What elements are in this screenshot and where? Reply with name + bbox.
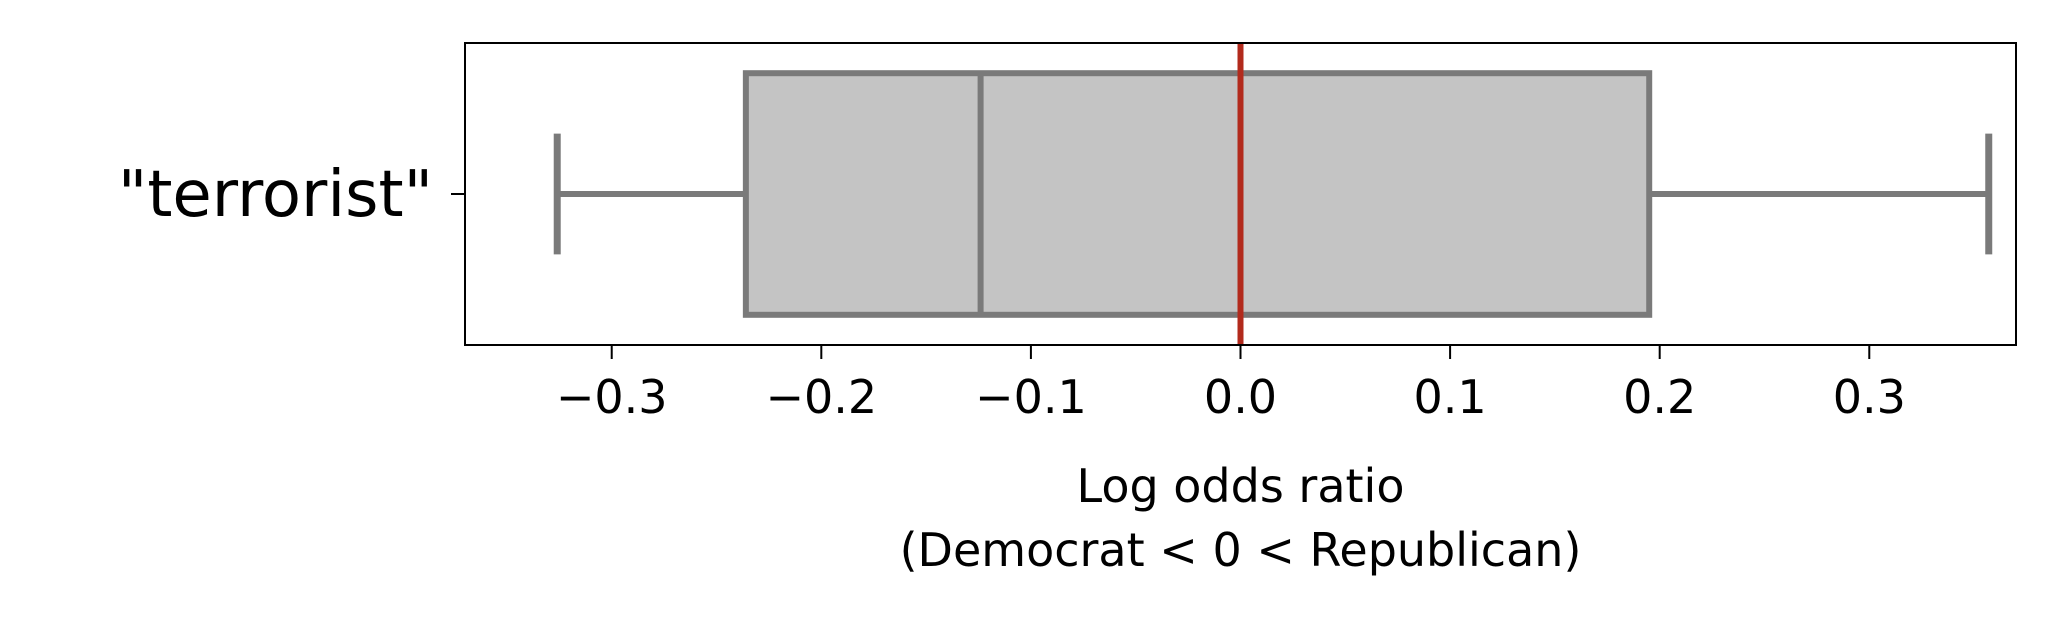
x-tick-label: −0.3 — [556, 370, 668, 424]
x-tick-label: −0.1 — [975, 370, 1087, 424]
x-tick-label: 0.1 — [1414, 370, 1487, 424]
interquartile-box — [742, 70, 1653, 318]
x-tick-label: −0.2 — [765, 370, 877, 424]
y-axis-ticks: "terrorist" — [118, 158, 465, 232]
x-tick-label: 0.2 — [1623, 370, 1696, 424]
x-axis-label: Log odds ratio — [1077, 459, 1405, 513]
x-tick-label: 0.0 — [1204, 370, 1277, 424]
x-axis-label-subtitle: (Democrat < 0 < Republican) — [900, 523, 1582, 577]
plot-marks — [553, 43, 1993, 345]
x-tick-label: 0.3 — [1833, 370, 1906, 424]
y-tick-label: "terrorist" — [118, 158, 433, 232]
x-axis-ticks: −0.3 −0.2 −0.1 0.0 0.1 0.2 0.3 — [556, 345, 1906, 424]
